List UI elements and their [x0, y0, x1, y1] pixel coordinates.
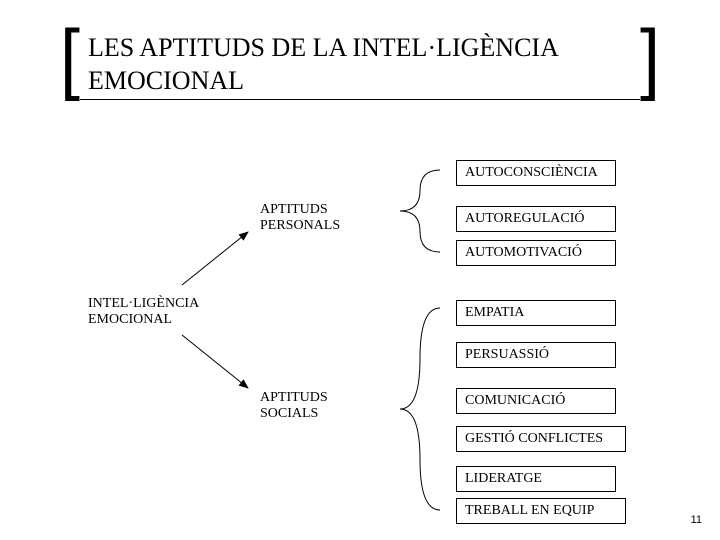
title-bracket-right: ]: [640, 25, 660, 91]
leaf-box-treball: TREBALL EN EQUIP: [456, 498, 626, 524]
leaf-box-lideratge: LIDERATGE: [456, 466, 616, 492]
slide-title-wrap: [ LES APTITUDS DE LA INTEL·LIGÈNCIA EMOC…: [60, 28, 660, 100]
leaf-box-autoconsciencia: AUTOCONSCIÈNCIA: [456, 160, 616, 186]
slide-title: LES APTITUDS DE LA INTEL·LIGÈNCIA EMOCIO…: [80, 28, 640, 100]
leaf-box-comunicacio: COMUNICACIÓ: [456, 388, 616, 414]
leaf-box-gestio: GESTIÓ CONFLICTES: [456, 426, 626, 452]
leaf-box-automativacio: AUTOMOTIVACIÓ: [456, 240, 616, 266]
mid-personals-label: APTITUDSPERSONALS: [260, 202, 340, 234]
page-number: 11: [691, 514, 702, 526]
mid-socials-label: APTITUDSSOCIALS: [260, 390, 328, 422]
leaf-box-persuassio: PERSUASSIÓ: [456, 342, 616, 368]
leaf-box-empatia: EMPATIA: [456, 300, 616, 326]
title-bracket-left: [: [60, 25, 80, 91]
leaf-box-autoregulacio: AUTOREGULACIÓ: [456, 206, 616, 232]
root-label: INTEL·LIGÈNCIAEMOCIONAL: [88, 296, 199, 328]
